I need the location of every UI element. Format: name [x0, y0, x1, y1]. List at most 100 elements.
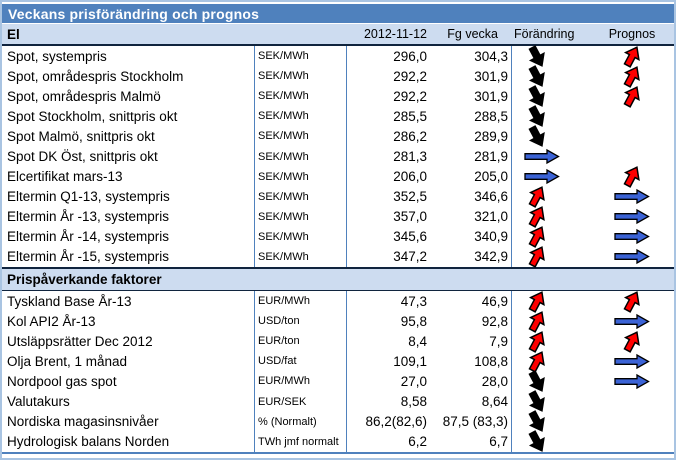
column-header-row: El 2012-11-12 Fg vecka Förändring Progno…	[2, 24, 674, 46]
table-row: Nordpool gas spot EUR/MWh 27,0 28,0	[2, 370, 674, 392]
flat-arrow-icon	[614, 353, 650, 369]
forecast-cell	[590, 330, 674, 353]
up-arrow-icon	[623, 290, 640, 313]
flat-arrow-icon	[614, 249, 650, 265]
row-unit: SEK/MWh	[254, 126, 346, 147]
table-row: Spot Stockholm, snittpris okt SEK/MWh 285,…	[2, 104, 674, 127]
row-value-current: 95,8	[346, 311, 432, 332]
row-unit: SEK/MWh	[254, 206, 346, 227]
row-unit: SEK/MWh	[254, 86, 346, 107]
row-name: Utsläppsrätter Dec 2012	[7, 333, 153, 349]
row-value-previous: 281,9	[432, 146, 512, 167]
row-unit: SEK/MWh	[254, 186, 346, 207]
up-arrow-icon	[623, 45, 640, 68]
row-value-previous: 340,9	[432, 226, 512, 247]
forecast-cell	[590, 187, 674, 207]
row-value-current: 292,2	[346, 66, 432, 87]
change-cell	[512, 104, 590, 127]
table-row: Elcertifikat mars-13 SEK/MWh 206,0 205,0	[2, 166, 674, 188]
forecast-cell	[590, 45, 674, 68]
change-cell	[512, 44, 590, 67]
table-row: Valutakurs EUR/SEK 8,58 8,64	[2, 390, 674, 412]
row-unit: EUR/SEK	[254, 391, 346, 412]
forecast-cell	[590, 106, 674, 126]
table-title: Veckans prisförändring och prognos	[2, 4, 674, 24]
up-arrow-icon	[623, 166, 640, 188]
row-value-previous: 28,0	[432, 371, 512, 392]
row-value-current: 347,2	[346, 246, 432, 268]
row-name: Spot Stockholm, snittpris okt	[7, 108, 178, 124]
table-row: Hydrologisk balans Norden TWh jmf normalt…	[2, 430, 674, 453]
row-value-previous: 304,3	[432, 46, 512, 67]
row-unit: % (Normalt)	[254, 411, 346, 432]
row-unit: SEK/MWh	[254, 66, 346, 87]
table-row: Nordiska magasinsnivåer % (Normalt) 86,2(8…	[2, 410, 674, 433]
row-value-current: 86,2(82,6)	[346, 411, 432, 432]
down-arrow-icon	[528, 390, 545, 412]
col-header-date: 2012-11-12	[363, 27, 427, 41]
flat-arrow-icon	[614, 229, 650, 245]
change-cell	[512, 146, 590, 166]
down-arrow-icon	[528, 410, 545, 433]
forecast-cell	[590, 85, 674, 108]
up-arrow-icon	[528, 206, 545, 229]
flat-arrow-icon	[614, 313, 650, 329]
section-el-rows: Spot, systempris SEK/MWh 296,0 304,3 Spot, o…	[2, 44, 674, 269]
table-row: Spot, områdespris Stockholm SEK/MWh 292,2 3…	[2, 64, 674, 88]
section-header-factors: Prispåverkande faktorer	[2, 267, 674, 292]
table-row: Utsläppsrätter Dec 2012 EUR/ton 8,4 7,9	[2, 330, 674, 353]
row-value-previous: 205,0	[432, 166, 512, 187]
up-arrow-icon	[528, 330, 545, 353]
down-arrow-icon	[528, 44, 545, 67]
row-name: Spot DK Öst, snittpris okt	[7, 149, 158, 165]
table-row: Olja Brent, 1 månad USD/fat 109,1 108,8	[2, 350, 674, 373]
row-value-current: 6,2	[346, 431, 432, 452]
row-value-current: 206,0	[346, 166, 432, 187]
row-value-current: 286,2	[346, 126, 432, 147]
row-name: Hydrologisk balans Norden	[7, 434, 170, 450]
row-unit: EUR/ton	[254, 331, 346, 352]
row-value-current: 352,5	[346, 186, 432, 207]
table-row: Eltermin År -14, systempris SEK/MWh 345,6 3…	[2, 226, 674, 249]
table-row: Eltermin År -15, systempris SEK/MWh 347,2 3…	[2, 246, 674, 269]
change-cell	[512, 410, 590, 433]
table-row: Spot, systempris SEK/MWh 296,0 304,3	[2, 44, 674, 68]
row-unit: SEK/MWh	[254, 166, 346, 187]
flat-arrow-icon	[614, 209, 650, 225]
table-row: Spot, områdespris Malmö SEK/MWh 292,2 301,9	[2, 84, 674, 108]
down-arrow-icon	[528, 64, 545, 87]
row-value-current: 8,58	[346, 391, 432, 412]
change-cell	[512, 290, 590, 313]
table-row: Eltermin Q1-13, systempris SEK/MWh 352,5 34…	[2, 186, 674, 209]
forecast-cell	[590, 311, 674, 331]
row-value-current: 281,3	[346, 146, 432, 167]
up-arrow-icon	[528, 226, 545, 249]
row-name: Tyskland Base År-13	[7, 293, 132, 309]
change-cell	[512, 246, 590, 269]
up-arrow-icon	[528, 310, 545, 333]
change-cell	[512, 370, 590, 392]
forecast-cell	[590, 351, 674, 371]
row-unit: SEK/MWh	[254, 46, 346, 67]
row-name: Eltermin År -13, systempris	[7, 209, 170, 225]
down-arrow-icon	[528, 430, 545, 453]
row-unit: EUR/MWh	[254, 291, 346, 312]
row-value-current: 345,6	[346, 226, 432, 247]
row-unit: EUR/MWh	[254, 371, 346, 392]
row-name: Valutakurs	[7, 394, 70, 410]
table-row: Eltermin År -13, systempris SEK/MWh 357,0 3…	[2, 206, 674, 229]
down-arrow-icon	[528, 125, 545, 147]
up-arrow-icon	[528, 350, 545, 373]
row-name: Spot, systempris	[7, 48, 107, 64]
row-name: Nordpool gas spot	[7, 373, 117, 389]
forecast-cell	[590, 227, 674, 247]
forecast-cell	[590, 126, 674, 146]
row-value-previous: 87,5 (83,3)	[432, 411, 512, 432]
section-label-el: El	[7, 26, 20, 42]
section-factors-rows: Tyskland Base År-13 EUR/MWh 47,3 46,9 Kol AP…	[2, 290, 674, 454]
forecast-cell	[590, 290, 674, 313]
change-cell	[512, 167, 590, 187]
flat-arrow-icon	[614, 189, 650, 205]
change-cell	[512, 226, 590, 249]
down-arrow-icon	[528, 370, 545, 392]
